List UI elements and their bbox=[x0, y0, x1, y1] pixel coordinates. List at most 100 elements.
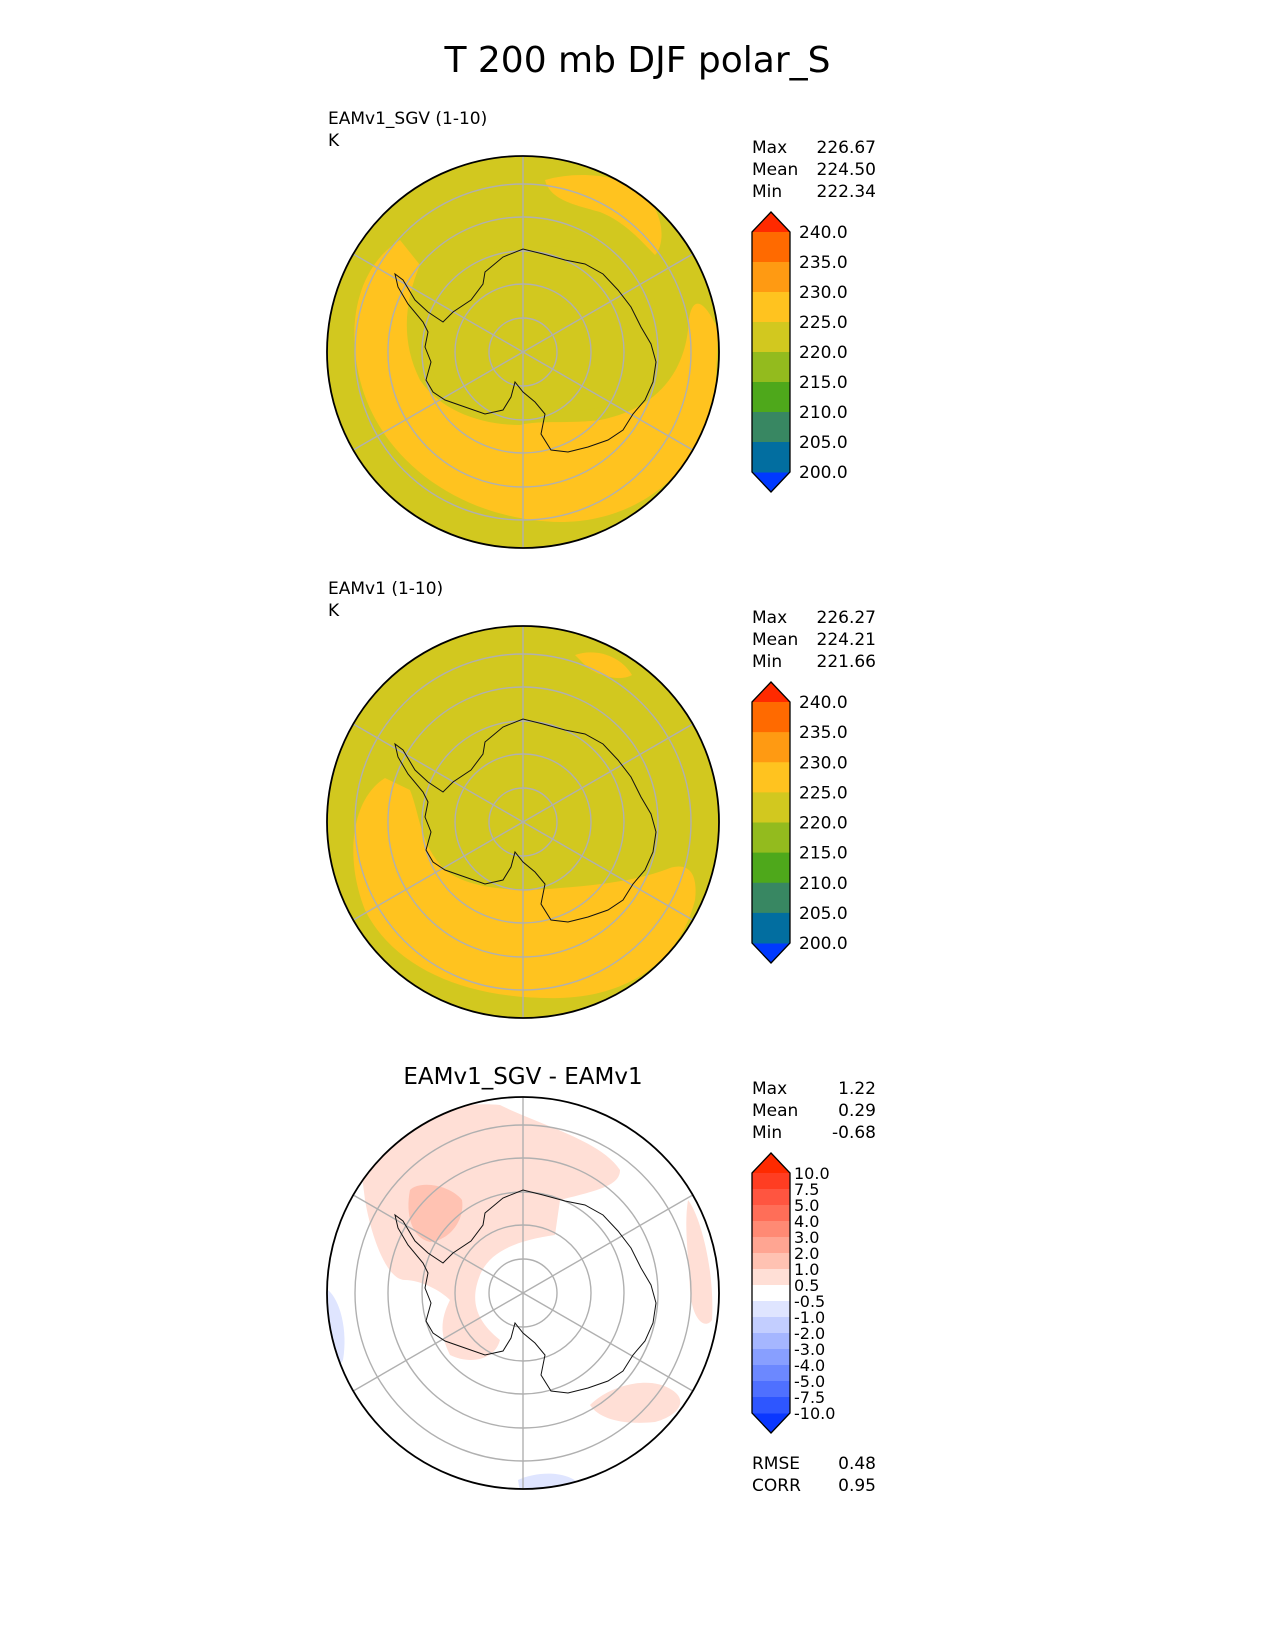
map-border bbox=[326, 1096, 720, 1490]
stat-row: Mean 224.50 bbox=[752, 160, 876, 180]
colorbar-tick-label: 4.0 bbox=[794, 1212, 819, 1231]
colorbar-tick-label: 210.0 bbox=[799, 874, 848, 894]
colorbar-segment bbox=[752, 352, 790, 383]
map-border bbox=[326, 625, 720, 1019]
colorbar-segment bbox=[752, 1301, 790, 1318]
colorbar-extend-min bbox=[752, 472, 790, 492]
colorbar-segment bbox=[752, 442, 790, 473]
stat-row: Mean 224.21 bbox=[752, 630, 876, 650]
colorbar-segment bbox=[752, 1285, 790, 1302]
meridian-line bbox=[352, 1292, 524, 1392]
colorbar-tick-label: -10.0 bbox=[794, 1404, 835, 1423]
colorbar-segment bbox=[752, 792, 790, 823]
panel-3-metrics: RMSE 0.48 CORR 0.95 bbox=[752, 1453, 876, 1497]
colorbar-tick-label: 7.5 bbox=[794, 1180, 819, 1199]
colorbar-extend-max bbox=[752, 682, 790, 702]
colorbar-outline bbox=[751, 1152, 791, 1434]
colorbar-segment bbox=[752, 322, 790, 353]
metric-row: RMSE 0.48 bbox=[752, 1454, 876, 1474]
map-1-warm-band bbox=[354, 240, 718, 522]
map-3-positive-region bbox=[360, 1104, 620, 1360]
panel-1-label: EAMv1_SGV (1-10) K bbox=[328, 108, 487, 152]
colorbar-tick-label: 220.0 bbox=[799, 814, 848, 834]
meridian-line bbox=[522, 723, 694, 823]
meridian-line bbox=[522, 253, 694, 353]
colorbar-segment bbox=[752, 232, 790, 263]
stat-row: Max 226.27 bbox=[752, 608, 876, 628]
colorbar-tick-label: 10.0 bbox=[794, 1164, 830, 1183]
panel-3-title: EAMv1_SGV - EAMv1 bbox=[403, 1064, 643, 1090]
colorbar-tick-label: 225.0 bbox=[799, 313, 848, 333]
colorbar-segment bbox=[752, 1237, 790, 1254]
colorbar-tick-label: 215.0 bbox=[799, 844, 848, 864]
colorbar-extend-max bbox=[752, 1153, 790, 1173]
colorbar-extend-max bbox=[752, 212, 790, 232]
colorbar-tick-label: -3.0 bbox=[794, 1340, 825, 1359]
map-3-overlay bbox=[326, 1096, 720, 1490]
colorbar-segment bbox=[752, 292, 790, 323]
colorbar-outline bbox=[751, 681, 791, 964]
colorbar-tick-label: 210.0 bbox=[799, 403, 848, 423]
figure-title: T 200 mb DJF polar_S bbox=[444, 40, 831, 81]
map-2-overlay bbox=[326, 625, 720, 1019]
colorbar-tick-label: -0.5 bbox=[794, 1292, 825, 1311]
colorbar-tick-label: 240.0 bbox=[799, 223, 848, 243]
panel-2-stats: Max 226.27 Mean 224.21 Min 221.66 bbox=[752, 607, 876, 673]
panel-3-stats: Max 1.22 Mean 0.29 Min -0.68 bbox=[752, 1078, 876, 1144]
colorbar-extend-min bbox=[752, 943, 790, 963]
colorbar-tick-label: 220.0 bbox=[799, 343, 848, 363]
colorbar-1: 240.0 235.0 230.0 225.0 220.0 215.0 210.0 205.0… bbox=[751, 211, 848, 493]
colorbar-tick-label: 5.0 bbox=[794, 1196, 819, 1215]
meridian-line bbox=[522, 1194, 694, 1294]
colorbar-tick-label: 200.0 bbox=[799, 934, 848, 954]
colorbar-segment bbox=[752, 1189, 790, 1206]
colorbar-segment bbox=[752, 1317, 790, 1334]
panel-1-units: K bbox=[328, 131, 340, 151]
meridian-line bbox=[352, 351, 524, 451]
colorbar-tick-label: 230.0 bbox=[799, 283, 848, 303]
colorbar-segment bbox=[752, 1397, 790, 1414]
colorbar-tick-label: 235.0 bbox=[799, 723, 848, 743]
meridian-line bbox=[352, 253, 524, 353]
colorbar-tick-label: 205.0 bbox=[799, 904, 848, 924]
colorbar-segment bbox=[752, 732, 790, 763]
colorbar-tick-label: 2.0 bbox=[794, 1244, 819, 1263]
panel-2-title: EAMv1 (1-10) bbox=[328, 579, 444, 599]
meridian-line bbox=[352, 821, 524, 921]
colorbar-extend-min bbox=[752, 1413, 790, 1433]
colorbar-tick-label: 0.5 bbox=[794, 1276, 819, 1295]
colorbar-tick-label: 235.0 bbox=[799, 253, 848, 273]
stat-row: Min 222.34 bbox=[752, 182, 876, 202]
stat-row: Max 226.67 bbox=[752, 138, 876, 158]
antarctica-coastline bbox=[394, 248, 657, 453]
stat-row: Min -0.68 bbox=[752, 1123, 876, 1143]
map-border bbox=[326, 155, 720, 549]
colorbar-segment bbox=[752, 1205, 790, 1222]
colorbar-tick-label: 215.0 bbox=[799, 373, 848, 393]
colorbar-tick-label: 200.0 bbox=[799, 463, 848, 483]
colorbar-segment bbox=[752, 762, 790, 793]
colorbar-tick-label: -7.5 bbox=[794, 1388, 825, 1407]
colorbar-segment bbox=[752, 912, 790, 944]
colorbar-segment bbox=[752, 1349, 790, 1366]
colorbar-2: 240.0 235.0 230.0 225.0 220.0 215.0 210.0 205.0… bbox=[751, 681, 848, 964]
colorbar-segment bbox=[752, 412, 790, 443]
colorbar-segment bbox=[752, 262, 790, 293]
colorbar-tick-label: 225.0 bbox=[799, 783, 848, 803]
stat-row: Min 221.66 bbox=[752, 652, 876, 672]
map-3-positive-core bbox=[408, 1184, 463, 1242]
map-2-warm-band bbox=[353, 778, 696, 999]
panel-1-stats: Max 226.67 Mean 224.50 Min 222.34 bbox=[752, 137, 876, 203]
panel-1-title: EAMv1_SGV (1-10) bbox=[328, 109, 488, 129]
panel-2-units: K bbox=[328, 601, 340, 621]
colorbar-segment bbox=[752, 1365, 790, 1382]
colorbar-segment bbox=[752, 1269, 790, 1286]
meridian-line bbox=[522, 1292, 694, 1392]
colorbar-segment bbox=[752, 822, 790, 854]
colorbar-3: 10.07.55.04.03.02.01.00.5-0.5-1.0-2.0-3.… bbox=[751, 1152, 835, 1434]
meridian-line bbox=[522, 821, 694, 921]
map-2-warm-patch bbox=[575, 652, 632, 679]
metric-row: CORR 0.95 bbox=[752, 1476, 876, 1496]
antarctica-coastline bbox=[394, 718, 657, 923]
